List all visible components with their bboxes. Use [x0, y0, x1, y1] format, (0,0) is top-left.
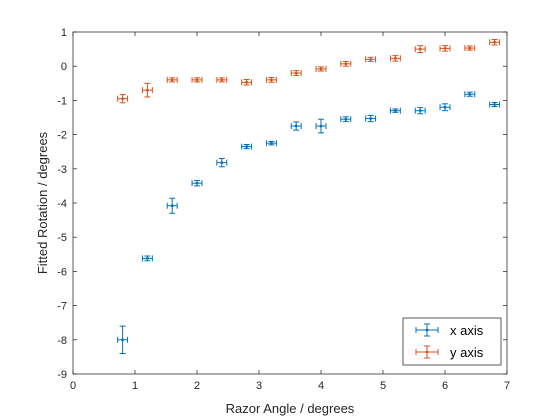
data-point: [468, 92, 472, 96]
plot-area: [73, 32, 507, 374]
error-bar-point: [166, 197, 178, 214]
y-axis-label: Fitted Rotation / degrees: [35, 131, 50, 274]
data-point: [493, 40, 496, 44]
data-point: [195, 78, 199, 82]
error-bar-point: [315, 65, 327, 72]
data-point: [294, 124, 298, 128]
data-marks: [117, 39, 501, 354]
x-tick-label: 2: [194, 380, 200, 392]
error-bar-point: [290, 70, 302, 77]
y-tick-label: 0: [61, 61, 67, 73]
error-bar-point: [216, 76, 228, 83]
data-point: [146, 88, 149, 92]
error-bar-point: [141, 255, 153, 262]
error-bar-point: [117, 325, 129, 354]
y-tick-label: -9: [57, 369, 67, 381]
error-bar-point: [464, 45, 476, 52]
axis-ticks: 0 1 2 3 4 5 6 7 1 0 -1 -2 -3 -4 -5 -6 -7 -8 -9: [57, 27, 510, 392]
data-point: [319, 67, 323, 71]
error-bar-point: [290, 121, 302, 131]
data-point: [369, 117, 372, 120]
error-bar-point: [216, 158, 228, 168]
y-tick-label: -4: [57, 198, 67, 210]
data-point: [294, 71, 298, 75]
data-point: [319, 124, 323, 128]
error-bar-point: [315, 118, 327, 134]
error-bar-point: [489, 101, 501, 108]
y-tick-label: 1: [61, 27, 67, 39]
error-bar-point: [414, 45, 426, 54]
data-point: [418, 47, 422, 51]
series-x-axis: [117, 91, 501, 354]
data-point: [394, 56, 397, 60]
error-bar-point: [389, 55, 401, 62]
data-point: [443, 47, 447, 50]
error-bar-point: [340, 116, 352, 123]
data-point: [344, 62, 348, 66]
error-bar-point: [117, 94, 129, 104]
error-bar-point: [265, 140, 277, 147]
legend-label: y axis: [450, 345, 484, 360]
x-tick-label: 6: [442, 380, 448, 392]
data-point: [270, 141, 273, 145]
error-bar-point: [414, 107, 426, 115]
error-bar-point: [389, 107, 401, 114]
x-tick-label: 0: [70, 380, 76, 392]
error-bar-point: [340, 60, 352, 67]
y-tick-label: -8: [57, 335, 67, 347]
error-bar-point: [166, 76, 178, 83]
legend-box: [402, 317, 502, 366]
data-point: [121, 338, 124, 342]
y-tick-label: -5: [57, 232, 67, 244]
data-point: [369, 57, 372, 61]
y-tick-label: -6: [57, 266, 67, 278]
data-point: [493, 103, 496, 106]
y-tick-label: -2: [57, 130, 67, 142]
data-point: [146, 257, 149, 260]
data-point: [195, 181, 199, 185]
y-tick-label: -3: [57, 164, 67, 176]
data-point: [220, 78, 224, 82]
error-bar-point: [191, 179, 203, 187]
y-tick-label: -7: [57, 301, 67, 313]
error-bar-point: [439, 45, 451, 52]
x-tick-label: 5: [380, 380, 386, 392]
legend-marker: [415, 345, 439, 359]
x-tick-label: 3: [256, 380, 262, 392]
error-bar-point: [241, 79, 253, 86]
error-bar-point: [191, 76, 203, 83]
x-tick-label: 4: [318, 380, 324, 392]
series-y-axis: [117, 39, 501, 104]
legend: x axis y axis: [402, 317, 502, 366]
data-point: [468, 46, 472, 50]
error-bar-point: [489, 39, 501, 46]
error-bar-point: [241, 143, 253, 150]
data-point: [220, 161, 224, 165]
data-point: [394, 109, 397, 113]
data-point: [425, 350, 429, 354]
data-point: [418, 109, 422, 113]
error-bar-point: [141, 82, 153, 98]
data-point: [245, 145, 249, 148]
data-point: [245, 80, 249, 84]
x-tick-label: 1: [132, 380, 138, 392]
data-point: [121, 97, 124, 101]
error-bar-point: [439, 103, 451, 112]
data-point: [170, 204, 174, 208]
data-point: [344, 117, 348, 121]
error-bar-point: [365, 56, 377, 63]
x-axis-label: Razor Angle / degrees: [226, 401, 355, 416]
error-bar-point: [365, 114, 377, 123]
data-point: [443, 105, 447, 109]
data-point: [170, 78, 174, 82]
data-point: [270, 78, 273, 82]
error-bar-point: [464, 91, 476, 98]
error-bar-point: [265, 76, 277, 83]
x-tick-label: 7: [504, 380, 510, 392]
legend-marker: [415, 323, 439, 337]
y-tick-label: -1: [57, 95, 67, 107]
legend-label: x axis: [450, 323, 484, 338]
data-point: [425, 328, 429, 332]
